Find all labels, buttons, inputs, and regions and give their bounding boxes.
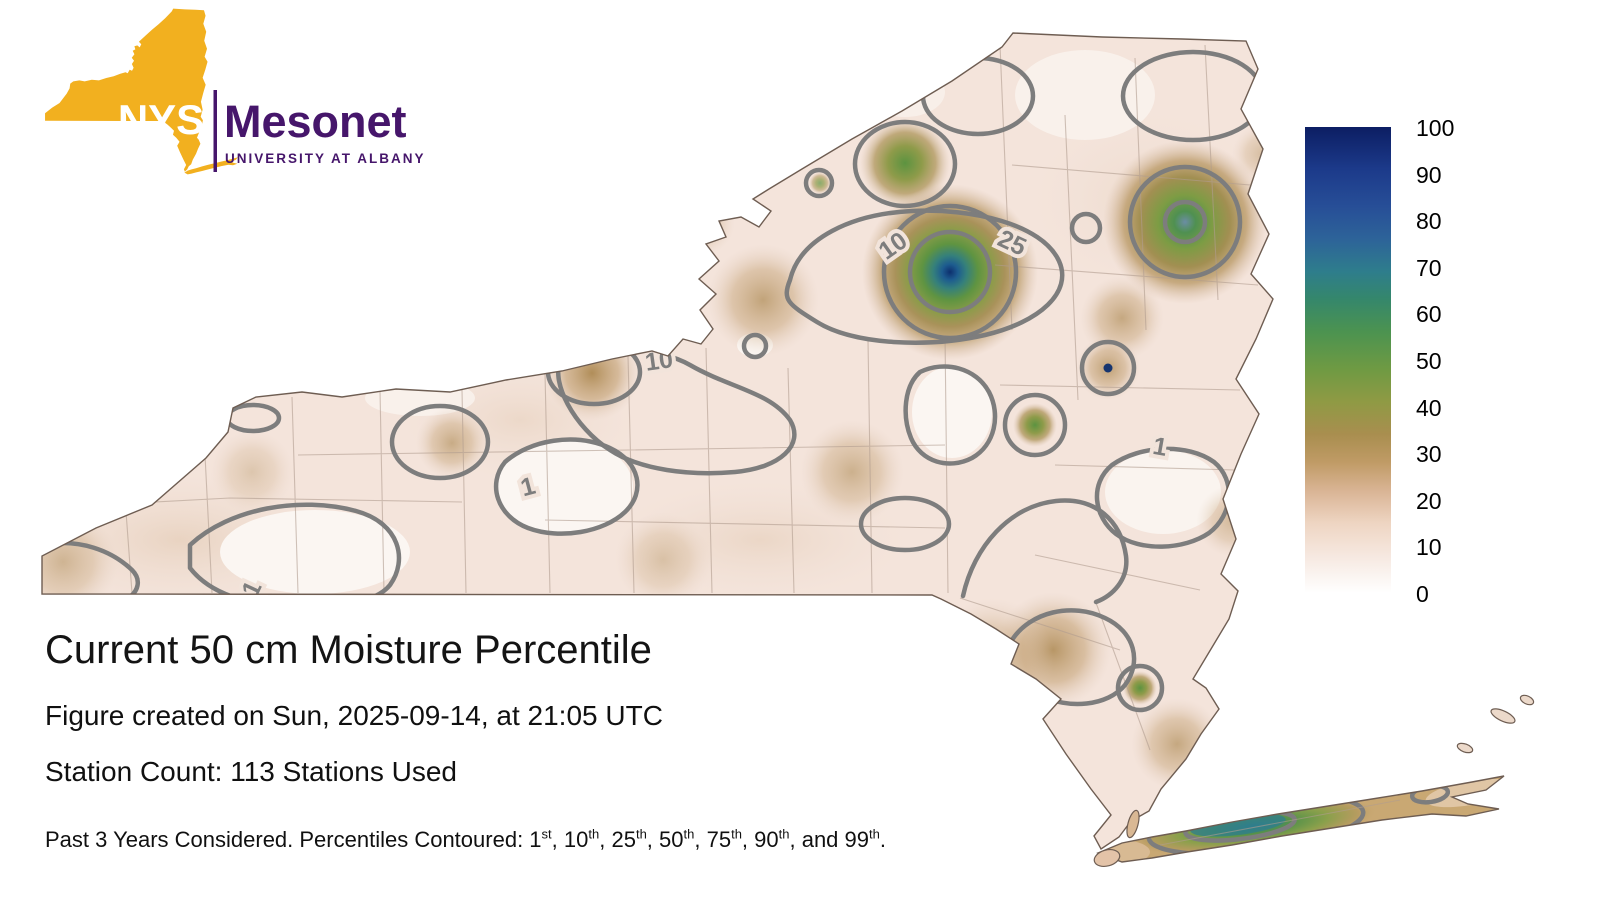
- long-island-shading: [1098, 778, 1504, 862]
- colorbar-tick-label: 50: [1416, 348, 1442, 374]
- figure-title: Current 50 cm Moisture Percentile: [45, 628, 652, 672]
- wet-maximum-bullseye: [862, 184, 1038, 360]
- moisture-blob: [210, 430, 294, 514]
- footnote-separator: , and: [789, 827, 845, 852]
- colorbar-tick-label: 40: [1416, 394, 1442, 421]
- wet-blob: [1123, 671, 1157, 705]
- footnote-separator: ,: [551, 827, 564, 852]
- wet-point: [1103, 363, 1113, 373]
- footnote-ordinal-suffix: th: [731, 826, 742, 842]
- footnote-ordinal-suffix: th: [683, 826, 695, 842]
- moisture-blob: [1131, 698, 1223, 790]
- footnote-percentile: 75: [706, 827, 732, 852]
- dry-patch: [912, 366, 992, 458]
- footnote-separator: .: [879, 827, 886, 852]
- colorbar-gradient: [1305, 127, 1391, 593]
- footnote-separator: ,: [599, 827, 612, 852]
- colorbar-ticks: 100 90 80 70 60 50 40 30 20 10 0: [1416, 115, 1486, 607]
- footnote-prefix: Past 3 Years Considered. Percentiles Con…: [45, 827, 530, 852]
- station-count: Station Count: 113 Stations Used: [45, 756, 457, 787]
- footnote-separator: ,: [694, 827, 707, 852]
- logo-university-text: UNIVERSITY AT ALBANY: [225, 151, 426, 166]
- footnote: Past 3 Years Considered. Percentiles Con…: [45, 827, 886, 853]
- colorbar-tick-label: 30: [1416, 441, 1442, 468]
- wet-blob: [860, 118, 950, 208]
- county-borders: [1159, 799, 1401, 846]
- wet-maximum-bullseye: [1103, 140, 1267, 304]
- moisture-blob: [800, 420, 904, 524]
- footnote-percentile: 90: [754, 827, 779, 852]
- footnote-ordinal-suffix: th: [869, 826, 880, 842]
- footnote-ordinal-suffix: th: [635, 826, 647, 842]
- wet-blob: [809, 172, 831, 194]
- small-islands: [1093, 694, 1535, 868]
- contour-label: 10: [643, 345, 674, 377]
- logo-state-shape: [45, 8, 239, 175]
- moisture-blob: [42, 507, 118, 617]
- figure-created: Figure created on Sun, 2025-09-14, at 21…: [45, 700, 663, 731]
- nys-mesonet-logo: NYS Mesonet UNIVERSITY AT ALBANY: [45, 8, 426, 175]
- colorbar-tick-label: 90: [1416, 161, 1442, 188]
- footnote-separator: ,: [741, 827, 755, 852]
- logo-divider: [213, 90, 217, 172]
- wet-blob: [1013, 403, 1057, 447]
- colorbar-tick-label: 10: [1416, 534, 1442, 561]
- footnote-separator: ,: [646, 827, 660, 852]
- moisture-blob: [615, 512, 711, 608]
- footnote-ordinal-suffix: th: [588, 826, 600, 842]
- footnote-percentile: 10: [563, 827, 589, 852]
- footnote-ordinal-suffix: st: [541, 826, 552, 842]
- dry-patch: [220, 510, 410, 594]
- logo-mesonet-text: Mesonet: [224, 96, 407, 147]
- footnote-ordinal-suffix: th: [778, 826, 790, 842]
- colorbar-tick-label: 20: [1416, 487, 1442, 514]
- colorbar-tick-label: 60: [1416, 301, 1442, 328]
- dry-patch: [1015, 50, 1155, 140]
- logo-nys-text: NYS: [118, 96, 204, 143]
- colorbar-tick-label: 70: [1416, 254, 1442, 281]
- footnote-percentile: 50: [659, 827, 684, 852]
- colorbar-tick-label: 80: [1416, 208, 1442, 235]
- dry-patch: [497, 439, 633, 535]
- footnote-percentile: 99: [844, 827, 870, 852]
- colorbar-tick-label: 0: [1416, 581, 1429, 607]
- dry-patch: [1105, 450, 1221, 534]
- footnote-percentile: 1: [529, 827, 542, 852]
- footnote-percentile: 25: [611, 827, 636, 852]
- moisture-blob: [665, 187, 735, 257]
- moisture-blob: [416, 407, 488, 479]
- percentile-contours: [42, 49, 1266, 713]
- colorbar-tick-label: 100: [1416, 115, 1455, 141]
- county-borders: [42, 44, 1259, 751]
- moisture-blob: [1196, 485, 1268, 557]
